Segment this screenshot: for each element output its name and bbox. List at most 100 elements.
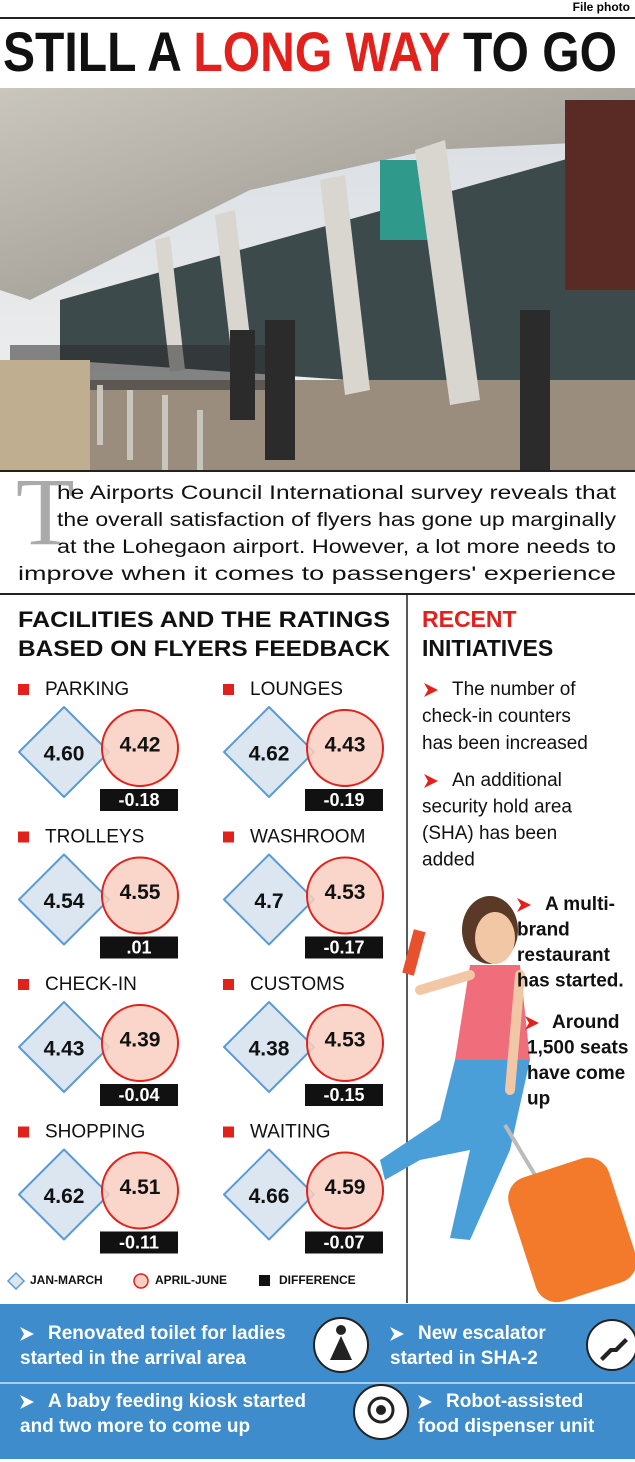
panel-line: A baby feeding kiosk started	[48, 1391, 306, 1412]
section-heading: RECENT	[422, 606, 517, 632]
april-june-circle	[306, 856, 384, 935]
credit: File photo	[573, 0, 630, 14]
facility-name: CHECK-IN	[45, 974, 137, 995]
initiative-line: 1,500 seats	[527, 1038, 628, 1059]
difference-box	[305, 936, 383, 959]
jan-march-value: 4.7	[254, 890, 283, 913]
difference-value: -0.07	[323, 1232, 364, 1252]
difference-value: -0.04	[118, 1085, 159, 1105]
jan-march-diamond	[223, 853, 315, 946]
jan-march-diamond	[18, 706, 110, 798]
jan-march-value: 4.38	[249, 1038, 290, 1061]
title-part: STILL A	[3, 20, 193, 83]
panel-line: started in the arrival area	[20, 1348, 246, 1369]
intro-line: he Airports Council International survey…	[57, 483, 617, 504]
initiative-line: has started.	[517, 971, 624, 992]
bullet-arrow	[418, 1395, 432, 1409]
difference-value: .01	[126, 937, 151, 957]
panel-line: Robot-assisted	[446, 1391, 583, 1412]
difference-value: -0.19	[323, 790, 364, 810]
label-square	[18, 831, 29, 843]
legend-circle	[133, 1273, 149, 1289]
intro-line: the overall satisfaction of flyers has g…	[57, 510, 617, 531]
april-june-circle	[101, 1004, 179, 1082]
jan-march-value: 4.62	[249, 743, 290, 766]
april-june-circle	[306, 1004, 384, 1082]
initiative-line: Around	[552, 1012, 620, 1033]
panel-line: and two more to come up	[20, 1416, 250, 1437]
difference-value: -0.18	[118, 790, 159, 810]
april-june-value: 4.53	[325, 1029, 366, 1052]
april-june-circle	[306, 1151, 384, 1230]
jan-march-diamond	[18, 1148, 110, 1241]
initiative-line: brand	[517, 920, 570, 941]
april-june-value: 4.42	[120, 734, 161, 757]
label-square	[223, 831, 234, 843]
facility-name: PARKING	[45, 679, 129, 700]
section-heading: FACILITIES AND THE RATINGS	[18, 607, 390, 632]
initiative-line: An additional	[452, 770, 562, 791]
jan-march-value: 4.62	[44, 1185, 85, 1208]
intro-line: improve when it comes to passengers' exp…	[18, 564, 616, 585]
photo	[0, 88, 635, 471]
jan-march-value: 4.43	[44, 1038, 85, 1061]
panel-line: Renovated toilet for ladies	[48, 1323, 286, 1344]
jan-march-value: 4.54	[44, 890, 85, 913]
panel-line: food dispenser unit	[418, 1416, 595, 1437]
april-june-value: 4.55	[120, 881, 161, 904]
april-june-circle	[101, 709, 179, 787]
legend-label: APRIL-JUNE	[155, 1273, 227, 1287]
facility-name: TROLLEYS	[45, 827, 144, 848]
legend-diamond	[6, 1271, 26, 1291]
jan-march-diamond	[223, 1148, 315, 1241]
jan-march-diamond	[18, 853, 110, 946]
initiative-line: A multi-	[545, 894, 615, 915]
panel-line: New escalator	[418, 1323, 546, 1344]
initiative-line: The number of	[452, 679, 576, 700]
bullet-arrow	[20, 1395, 34, 1409]
difference-value: -0.15	[323, 1085, 364, 1105]
jan-march-diamond	[223, 1001, 315, 1093]
difference-box	[305, 1084, 383, 1106]
bullet-arrow	[525, 1016, 539, 1030]
initiative-line: up	[527, 1089, 550, 1110]
difference-box	[305, 1231, 383, 1254]
initiative-line: have come	[527, 1063, 625, 1084]
jan-march-value: 4.60	[44, 743, 85, 766]
icon-glyphs	[330, 1325, 628, 1424]
april-june-value: 4.53	[325, 881, 366, 904]
april-june-value: 4.43	[325, 734, 366, 757]
title-part: LONG WAY	[193, 20, 450, 83]
facility-name: CUSTOMS	[250, 974, 345, 995]
april-june-value: 4.51	[120, 1176, 161, 1199]
section-heading: BASED ON FLYERS FEEDBACK	[18, 636, 390, 661]
difference-box	[100, 1231, 178, 1254]
legend-label: DIFFERENCE	[279, 1273, 356, 1287]
april-june-value: 4.39	[120, 1029, 161, 1052]
panel-line: started in SHA-2	[390, 1348, 538, 1369]
difference-box	[100, 1084, 178, 1106]
section-heading: INITIATIVES	[422, 635, 553, 661]
legend-label: JAN-MARCH	[30, 1273, 103, 1287]
jan-march-value: 4.66	[249, 1185, 290, 1208]
difference-box	[100, 789, 178, 811]
initiative-line: (SHA) has been	[422, 823, 557, 844]
label-square	[18, 684, 29, 695]
bullet-arrow	[390, 1327, 404, 1341]
initiative-line: security hold area	[422, 797, 572, 818]
initiative-line: has been increased	[422, 733, 588, 754]
jan-march-diamond	[223, 706, 315, 798]
initiative-line: restaurant	[517, 945, 611, 966]
april-june-circle	[306, 709, 384, 787]
bullet-arrow	[424, 774, 438, 788]
april-june-circle	[101, 856, 179, 935]
label-square	[18, 1126, 29, 1138]
facility-name: WAITING	[250, 1122, 331, 1143]
facility-name: SHOPPING	[45, 1122, 145, 1143]
initiative-line: check-in counters	[422, 706, 571, 727]
title-part: TO GO	[450, 20, 617, 83]
initiative-line: added	[422, 850, 475, 871]
difference-box	[305, 789, 383, 811]
label-square	[223, 979, 234, 990]
jan-march-diamond	[18, 1001, 110, 1093]
